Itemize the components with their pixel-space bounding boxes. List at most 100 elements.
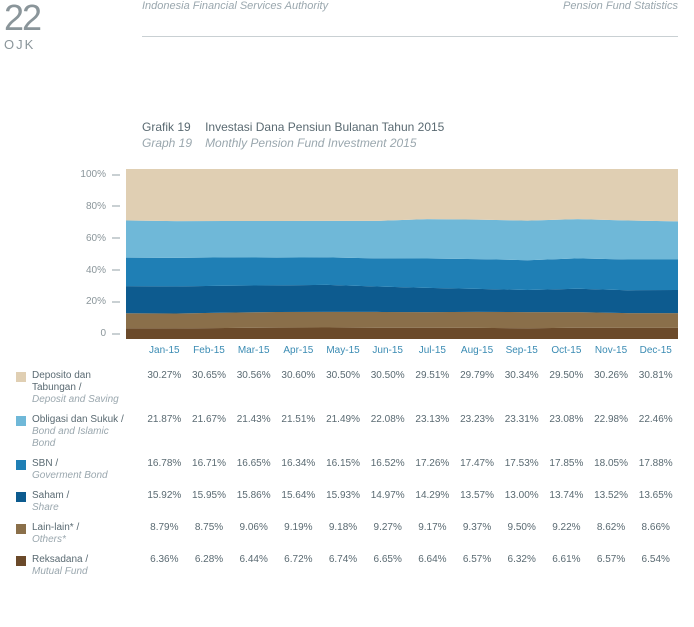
data-cell: 6.65% (365, 554, 410, 565)
data-cell: 6.28% (187, 554, 232, 565)
data-cell: 13.65% (633, 490, 678, 501)
data-cell: 23.08% (544, 414, 589, 425)
data-cell: 6.61% (544, 554, 589, 565)
data-cell: 6.64% (410, 554, 455, 565)
data-cell: 21.43% (231, 414, 276, 425)
data-cell: 6.32% (499, 554, 544, 565)
data-cell: 9.19% (276, 522, 321, 533)
header-left: Indonesia Financial Services Authority (142, 0, 328, 12)
data-cell: 30.81% (633, 370, 678, 381)
data-cell: 17.88% (633, 458, 678, 469)
data-cell: 30.56% (231, 370, 276, 381)
month-label: Aug-15 (455, 345, 500, 356)
month-label: May-15 (321, 345, 366, 356)
area-obligasi (126, 219, 678, 260)
data-cell: 30.27% (142, 370, 187, 381)
data-cell: 16.52% (365, 458, 410, 469)
swatch-sbn (16, 460, 26, 470)
data-cell: 6.54% (633, 554, 678, 565)
month-label: Dec-15 (633, 345, 678, 356)
legend-cell-obligasi: Obligasi dan Sukuk / Bond and Islamic Bo… (16, 414, 142, 450)
data-cell: 29.79% (455, 370, 500, 381)
data-cell: 16.71% (187, 458, 232, 469)
data-cell: 30.26% (589, 370, 634, 381)
month-label: Apr-15 (276, 345, 321, 356)
data-cell: 15.95% (187, 490, 232, 501)
legend-cell-sbn: SBN / Goverment Bond (16, 458, 142, 482)
data-cell: 6.74% (321, 554, 366, 565)
table-row: SBN / Goverment Bond16.78%16.71%16.65%16… (16, 454, 678, 486)
data-cell: 18.05% (589, 458, 634, 469)
y-tick: 100% (80, 169, 120, 180)
header-rule (142, 36, 678, 37)
data-cell: 9.06% (231, 522, 276, 533)
table-row: Obligasi dan Sukuk / Bond and Islamic Bo… (16, 410, 678, 454)
data-cell: 23.31% (499, 414, 544, 425)
legend-cell-lainlain: Lain-lain* / Others* (16, 522, 142, 546)
y-axis: 100%80%60%40%20%0 (16, 169, 126, 339)
x-axis-months: Jan-15Feb-15Mar-15Apr-15May-15Jun-15Jul-… (142, 345, 678, 356)
legend-label: Deposito dan Tabungan / Deposit and Savi… (32, 370, 134, 406)
data-cell: 13.00% (499, 490, 544, 501)
header-right: Pension Fund Statistics (563, 0, 678, 12)
data-cell: 15.92% (142, 490, 187, 501)
title-text-en: Monthly Pension Fund Investment 2015 (205, 136, 416, 150)
data-cell: 9.22% (544, 522, 589, 533)
data-cell: 14.29% (410, 490, 455, 501)
ojk-label: OJK (4, 38, 40, 51)
data-cell: 21.49% (321, 414, 366, 425)
data-cell: 13.57% (455, 490, 500, 501)
table-row: Saham / Share15.92%15.95%15.86%15.64%15.… (16, 486, 678, 518)
page-number: 22 (4, 0, 40, 36)
legend-label: Reksadana / Mutual Fund (32, 554, 88, 578)
data-cell: 15.64% (276, 490, 321, 501)
data-cell: 30.60% (276, 370, 321, 381)
legend-label: Obligasi dan Sukuk / Bond and Islamic Bo… (32, 414, 134, 450)
data-cell: 29.51% (410, 370, 455, 381)
data-cell: 8.79% (142, 522, 187, 533)
data-cell: 9.27% (365, 522, 410, 533)
title-text-id: Investasi Dana Pensiun Bulanan Tahun 201… (205, 120, 444, 134)
chart-title-block: Grafik 19 Investasi Dana Pensiun Bulanan… (142, 120, 678, 151)
data-cell: 16.34% (276, 458, 321, 469)
month-label: Jul-15 (410, 345, 455, 356)
data-cell: 17.26% (410, 458, 455, 469)
data-cell: 30.65% (187, 370, 232, 381)
table-row: Deposito dan Tabungan / Deposit and Savi… (16, 366, 678, 410)
data-cell: 6.36% (142, 554, 187, 565)
data-cell: 8.62% (589, 522, 634, 533)
swatch-saham (16, 492, 26, 502)
area-reksadana (126, 328, 678, 339)
y-tick: 40% (86, 265, 120, 276)
legend-label: Lain-lain* / Others* (32, 522, 79, 546)
data-cell: 8.66% (633, 522, 678, 533)
data-cell: 8.75% (187, 522, 232, 533)
area-lainlain (126, 312, 678, 328)
table-row: Reksadana / Mutual Fund6.36%6.28%6.44%6.… (16, 550, 678, 582)
y-tick: 20% (86, 296, 120, 307)
data-cell: 21.51% (276, 414, 321, 425)
data-cell: 9.50% (499, 522, 544, 533)
data-cell: 21.87% (142, 414, 187, 425)
legend-cell-saham: Saham / Share (16, 490, 142, 514)
swatch-deposito (16, 372, 26, 382)
data-cell: 16.15% (321, 458, 366, 469)
y-tick: 0 (100, 328, 120, 339)
area-sbn (126, 258, 678, 291)
data-cell: 17.47% (455, 458, 500, 469)
data-cell: 14.97% (365, 490, 410, 501)
data-cell: 13.52% (589, 490, 634, 501)
chart-area: 100%80%60%40%20%0 (16, 169, 678, 339)
data-cell: 29.50% (544, 370, 589, 381)
swatch-lainlain (16, 524, 26, 534)
month-label: Jan-15 (142, 345, 187, 356)
data-cell: 16.78% (142, 458, 187, 469)
data-cell: 6.57% (589, 554, 634, 565)
data-cell: 6.57% (455, 554, 500, 565)
title-prefix-id: Grafik 19 (142, 120, 202, 136)
data-cell: 30.34% (499, 370, 544, 381)
data-cell: 9.17% (410, 522, 455, 533)
month-label: Sep-15 (499, 345, 544, 356)
data-cell: 17.53% (499, 458, 544, 469)
legend-label: Saham / Share (32, 490, 69, 514)
